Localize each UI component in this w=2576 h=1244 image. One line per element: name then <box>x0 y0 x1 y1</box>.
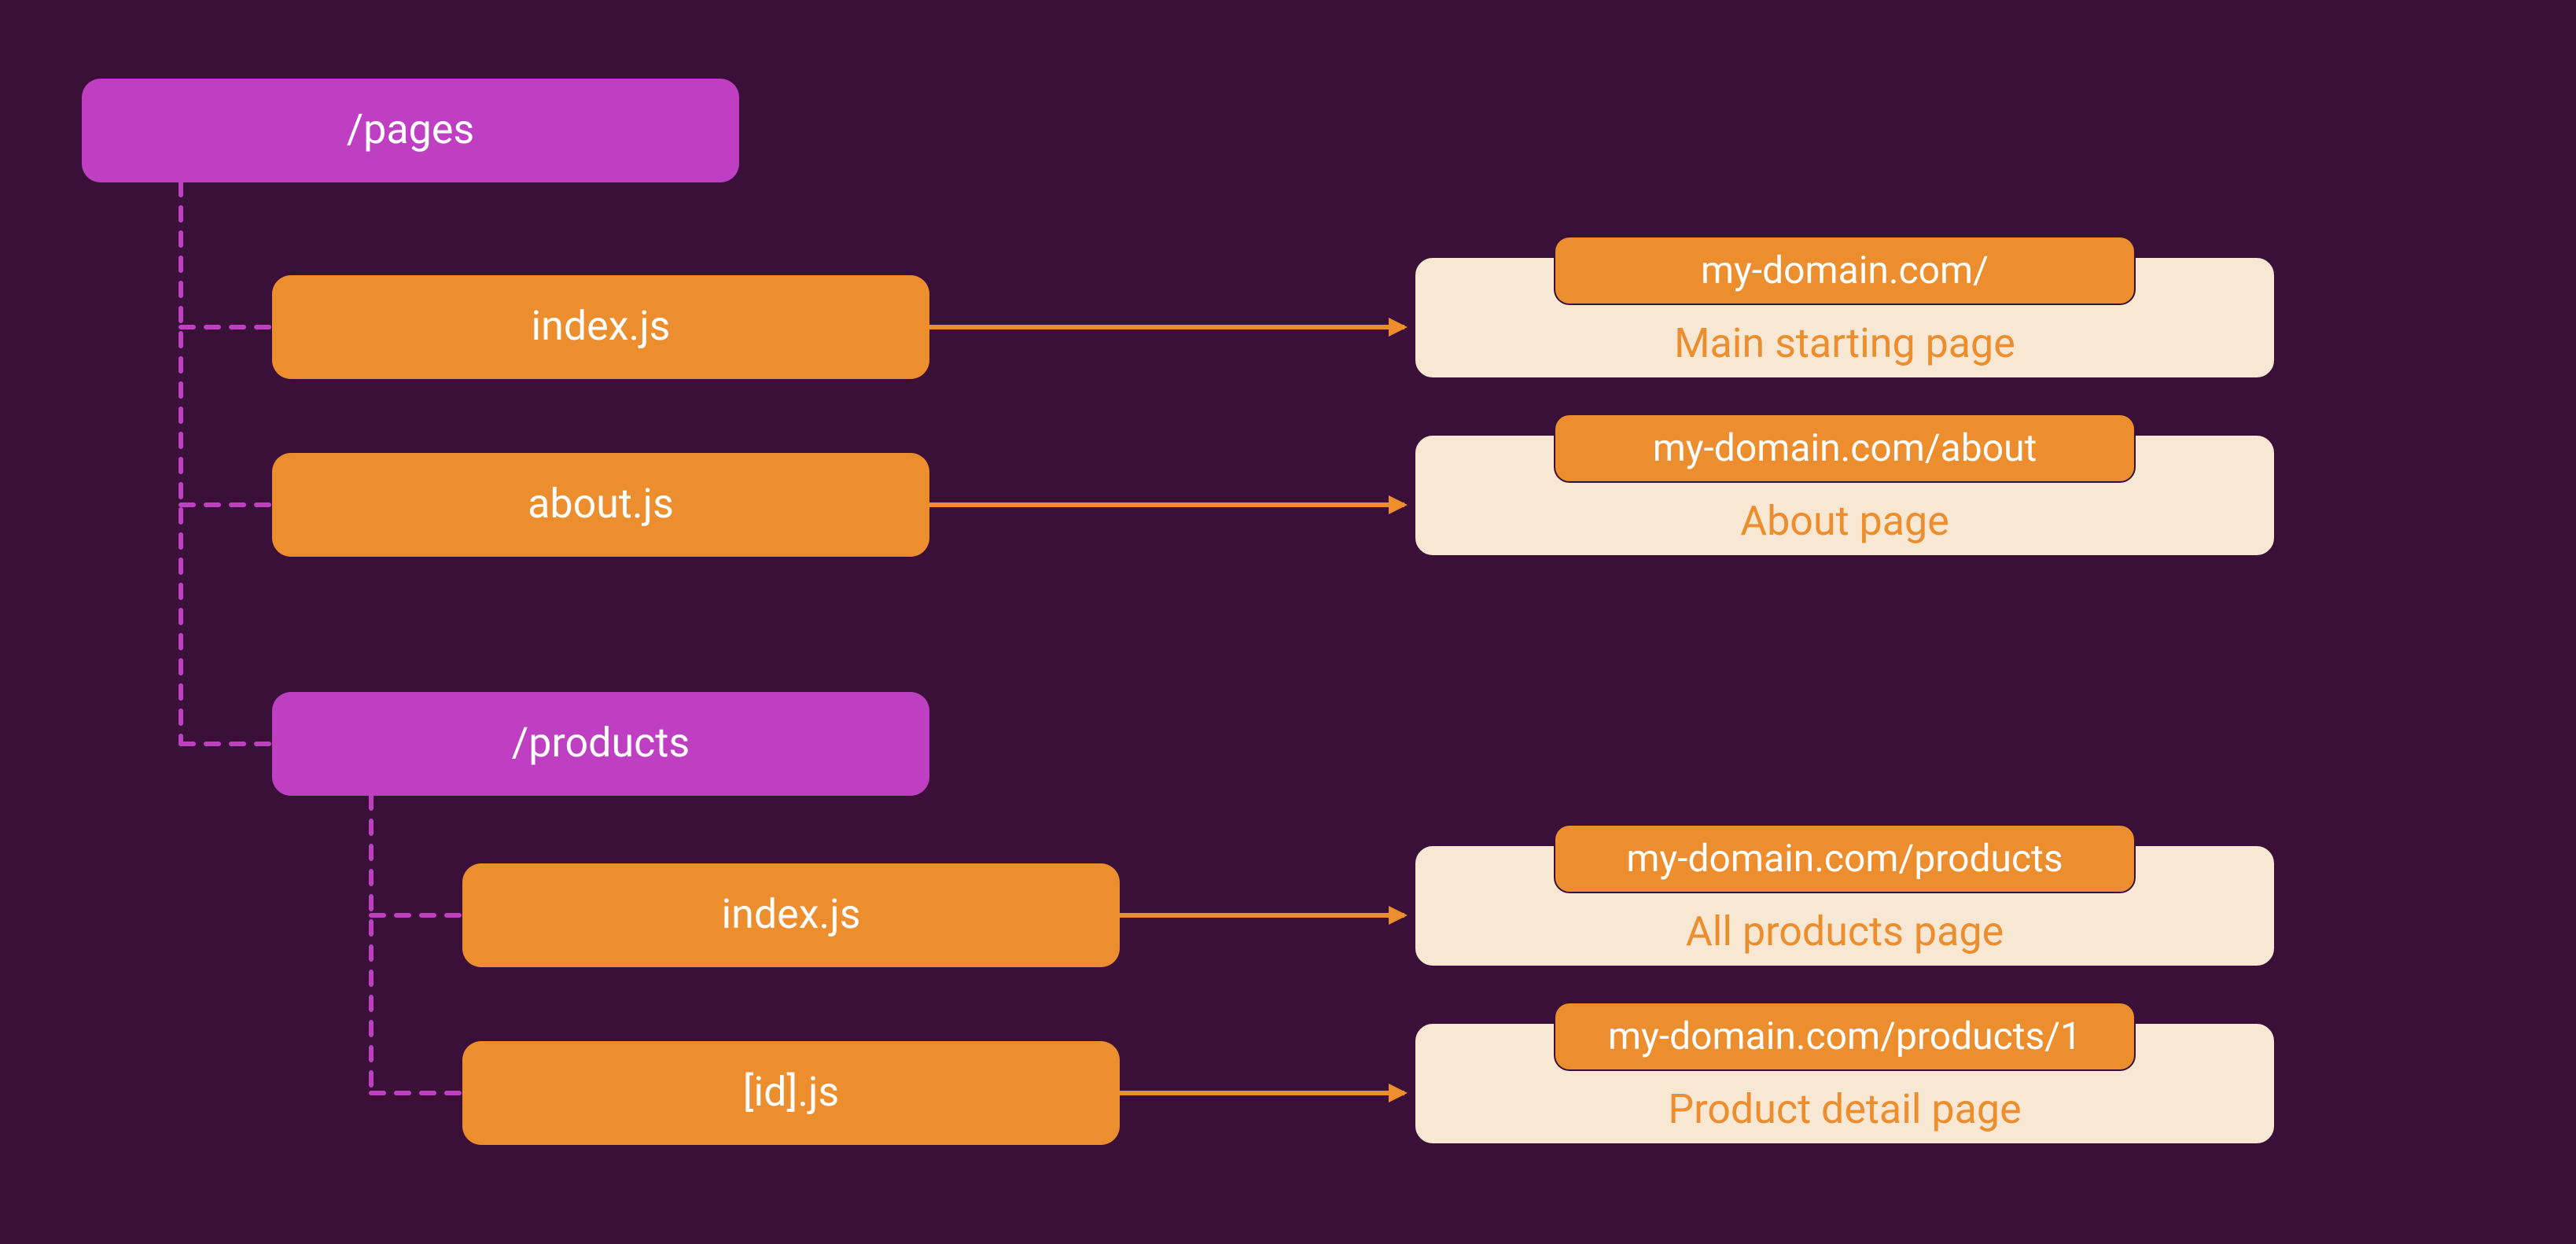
folder-pages: /pages <box>82 79 739 182</box>
route-url-index: my-domain.com/ <box>1554 236 2136 305</box>
folder-label: /pages <box>347 107 475 154</box>
file-label: about.js <box>528 481 674 528</box>
route-url-about: my-domain.com/about <box>1554 414 2136 483</box>
route-url-products: my-domain.com/products <box>1554 824 2136 893</box>
file-label: [id].js <box>743 1069 840 1117</box>
route-url-label: my-domain.com/ <box>1701 248 1989 293</box>
file-products-id: [id].js <box>462 1041 1120 1145</box>
route-url-label: my-domain.com/products <box>1626 837 2063 881</box>
route-desc-label: Product detail page <box>1668 1087 2021 1134</box>
folder-label: /products <box>512 720 690 767</box>
file-index: index.js <box>272 275 929 379</box>
route-url-product-detail: my-domain.com/products/1 <box>1554 1002 2136 1071</box>
route-desc-label: About page <box>1740 499 1949 546</box>
route-desc-label: Main starting page <box>1674 321 2015 368</box>
file-products-index: index.js <box>462 863 1120 967</box>
folder-products: /products <box>272 692 929 796</box>
route-desc-label: All products page <box>1686 909 2004 956</box>
route-url-label: my-domain.com/products/1 <box>1608 1014 2081 1058</box>
file-about: about.js <box>272 453 929 557</box>
file-label: index.js <box>721 892 860 939</box>
file-label: index.js <box>531 304 670 351</box>
diagram-canvas: /pages index.js about.js /products index… <box>0 0 2576 1244</box>
route-url-label: my-domain.com/about <box>1653 426 2037 470</box>
